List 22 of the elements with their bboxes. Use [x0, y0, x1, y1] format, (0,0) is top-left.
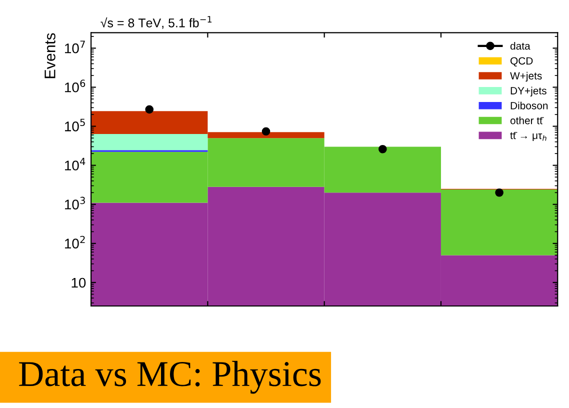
legend-label: QCD — [510, 57, 533, 66]
y-axis-title: Events — [44, 33, 56, 78]
y-tick-label: 10 — [72, 278, 86, 288]
y-tick-label: 10$^{7}$ — [65, 40, 85, 54]
y-tick-label: 10$^{2}$ — [65, 236, 85, 248]
legend-label: Diboson — [510, 102, 548, 110]
point — [495, 188, 504, 197]
legend-label: DY+jets — [510, 86, 546, 96]
legend-label: W+jets — [510, 72, 542, 82]
legend-label: data — [510, 42, 530, 50]
point — [145, 105, 154, 114]
point — [378, 144, 387, 154]
bar — [91, 134, 208, 150]
point — [262, 127, 270, 136]
y-tick-label: 10$^{6}$ — [65, 80, 86, 92]
legend-label: other tt̄ — [510, 116, 544, 124]
text: Data vs MC: Physics — [19, 360, 321, 394]
y-tick-label: 10$^{3}$ — [65, 196, 85, 210]
legend-label: tt̄ → μτ$_{h}$ — [510, 132, 546, 142]
chart-subtitle: √s = 8 TeV, 5.1 fb$^{−1}$ — [100, 16, 212, 29]
y-tick-label: 10$^{5}$ — [65, 118, 85, 132]
y-tick-label: 10$^{4}$ — [65, 158, 86, 170]
